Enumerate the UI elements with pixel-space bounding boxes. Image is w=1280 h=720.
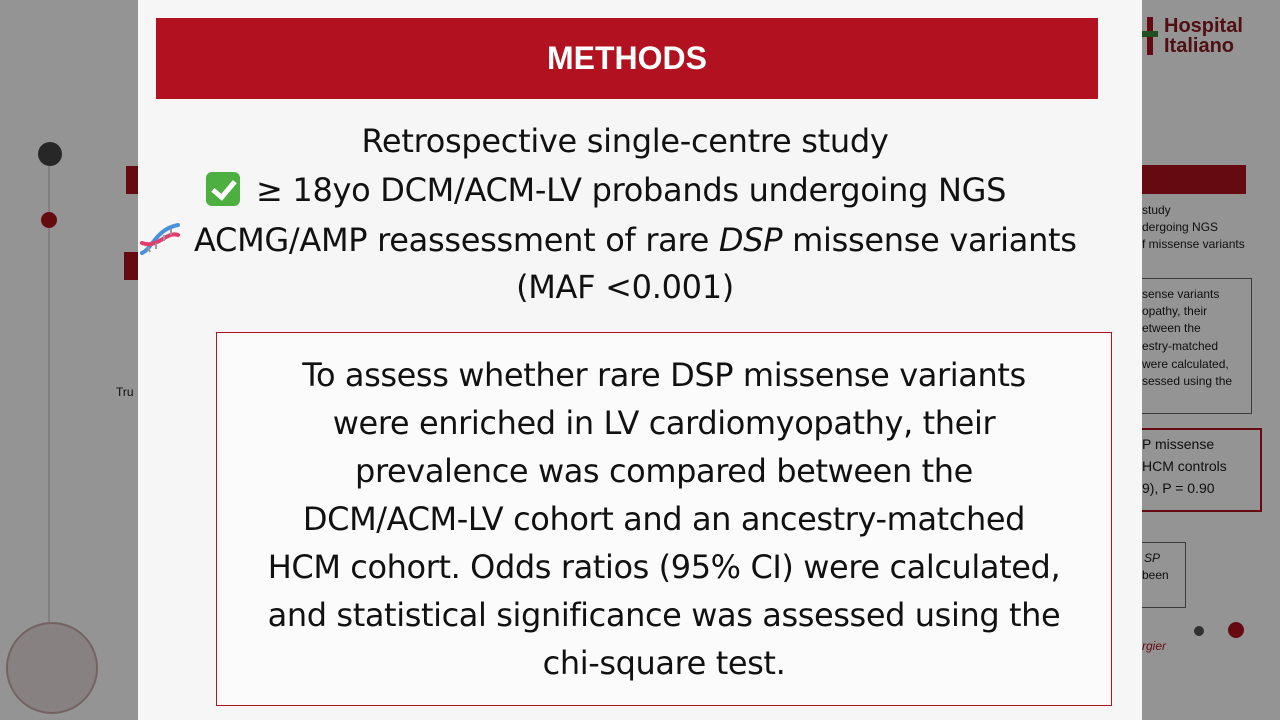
background-text: HCM controls: [1142, 458, 1227, 474]
check-mark-icon: [206, 172, 240, 206]
aim-box: To assess whether rare DSP missense vari…: [216, 332, 1112, 706]
maf-line: (MAF <0.001): [0, 267, 1250, 307]
reassessment-suffix: missense variants: [782, 221, 1077, 259]
background-text: been: [1142, 568, 1169, 582]
background-header-bar: [1142, 165, 1246, 194]
background-text: Tru: [116, 385, 134, 399]
background-link: rgier: [1142, 639, 1167, 653]
aim-line: chi-square test.: [542, 644, 786, 682]
aim-line: DCM/ACM-LV cohort and an ancestry-matche…: [302, 500, 1026, 538]
aim-line: To assess whether rare DSP missense vari…: [302, 356, 1026, 394]
logo-line-1: Hospital: [1164, 15, 1243, 37]
aim-line: were enriched in LV cardiomyopathy, thei…: [332, 404, 996, 442]
background-text: estry-matched: [1142, 339, 1219, 353]
aim-line: and statistical significance was assesse…: [267, 596, 1061, 634]
hospital-cross-icon: [1142, 17, 1158, 55]
background-text: f missense variants: [1142, 237, 1245, 251]
background-bar: [126, 166, 140, 194]
hospital-logo: Hospital Italiano: [1142, 16, 1243, 56]
timeline-dot: [41, 212, 57, 228]
aim-line: prevalence was compared between the: [355, 452, 973, 490]
logo-line-2: Italiano: [1164, 35, 1235, 57]
timeline-dot: [38, 142, 62, 166]
gene-name: DSP: [718, 221, 783, 259]
background-text: opathy, their: [1142, 304, 1208, 318]
study-design-text: Retrospective single-centre study: [361, 122, 889, 160]
methods-title: METHODS: [547, 40, 707, 76]
inclusion-text: ≥ 18yo DCM/ACM-LV probands undergoing NG…: [256, 171, 1007, 209]
background-text: 9), P = 0.90: [1142, 480, 1215, 496]
inclusion-line: ≥ 18yo DCM/ACM-LV probands undergoing NG…: [206, 170, 1006, 210]
background-text: study: [1142, 203, 1171, 217]
reassessment-line: ACMG/AMP reassessment of rare DSP missen…: [138, 219, 1077, 260]
background-divider: [48, 150, 50, 630]
dna-icon: [140, 223, 180, 255]
reassessment-prefix: ACMG/AMP reassessment of rare: [194, 221, 719, 259]
methods-banner: METHODS: [156, 18, 1098, 99]
background-text: sense variants: [1142, 287, 1220, 301]
background-text: SP: [1144, 551, 1161, 565]
study-design-line: Retrospective single-centre study: [0, 121, 1250, 161]
aim-line: HCM cohort. Odds ratios (95% CI) were ca…: [267, 548, 1061, 586]
background-text: dergoing NGS: [1142, 220, 1219, 234]
nav-dot: [1194, 626, 1204, 636]
timeline-badge: [6, 622, 98, 714]
nav-dot: [1228, 622, 1244, 638]
aim-paragraph: To assess whether rare DSP missense vari…: [258, 351, 1071, 687]
background-text: sessed using the: [1142, 374, 1233, 388]
background-text: etween the: [1142, 321, 1201, 335]
background-bar: [124, 252, 138, 280]
maf-text: (MAF <0.001): [516, 268, 734, 306]
background-text: were calculated,: [1142, 357, 1229, 371]
background-text: P missense: [1142, 436, 1215, 452]
